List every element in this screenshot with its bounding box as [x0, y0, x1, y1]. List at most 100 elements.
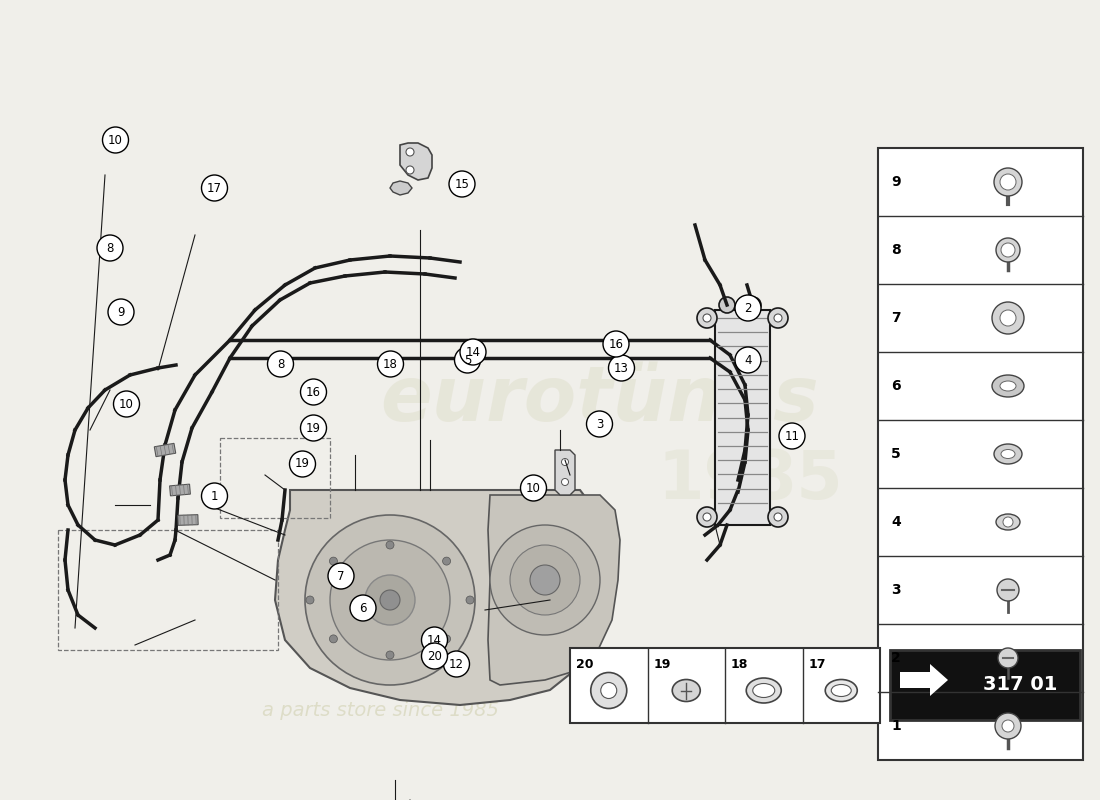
Circle shape	[1000, 174, 1016, 190]
Circle shape	[697, 308, 717, 328]
Text: 16: 16	[306, 386, 321, 398]
Bar	[715, 310, 770, 525]
Circle shape	[561, 458, 569, 466]
Text: 12: 12	[449, 658, 464, 670]
Bar	[178, 514, 198, 526]
Circle shape	[329, 557, 338, 565]
Circle shape	[745, 297, 761, 313]
Circle shape	[454, 347, 481, 373]
Circle shape	[300, 379, 327, 405]
Circle shape	[735, 295, 761, 321]
Text: 14: 14	[465, 346, 481, 358]
Circle shape	[719, 297, 735, 313]
Circle shape	[443, 651, 470, 677]
Circle shape	[201, 175, 228, 201]
Circle shape	[421, 627, 448, 653]
Circle shape	[386, 651, 394, 659]
Text: 8: 8	[277, 358, 284, 370]
Circle shape	[703, 513, 711, 521]
Text: 7: 7	[338, 570, 344, 582]
Text: 4: 4	[745, 354, 751, 366]
Circle shape	[350, 595, 376, 621]
Text: 18: 18	[732, 658, 748, 671]
Text: eurotünes: eurotünes	[381, 363, 820, 437]
Circle shape	[490, 525, 600, 635]
Text: 19: 19	[295, 458, 310, 470]
Text: 11: 11	[784, 430, 800, 442]
Circle shape	[442, 635, 451, 643]
Circle shape	[329, 635, 338, 643]
Text: 6: 6	[360, 602, 366, 614]
Text: 10: 10	[108, 134, 123, 146]
Circle shape	[1001, 243, 1015, 257]
Ellipse shape	[825, 679, 857, 702]
Text: 4: 4	[891, 515, 901, 529]
Circle shape	[520, 475, 547, 501]
Text: 317 01: 317 01	[982, 675, 1057, 694]
Ellipse shape	[1000, 381, 1016, 391]
Ellipse shape	[746, 678, 781, 703]
Circle shape	[774, 314, 782, 322]
Circle shape	[386, 541, 394, 549]
Circle shape	[586, 411, 613, 437]
Text: 5: 5	[891, 447, 901, 461]
Circle shape	[992, 302, 1024, 334]
Bar	[58, 530, 278, 650]
Circle shape	[328, 563, 354, 589]
Circle shape	[601, 682, 617, 698]
Circle shape	[561, 478, 569, 486]
Circle shape	[768, 507, 788, 527]
Circle shape	[1002, 720, 1014, 732]
Circle shape	[102, 127, 129, 153]
Circle shape	[306, 596, 313, 604]
Polygon shape	[400, 143, 432, 180]
Circle shape	[406, 148, 414, 156]
Circle shape	[289, 451, 316, 477]
Circle shape	[997, 579, 1019, 601]
Circle shape	[1000, 310, 1016, 326]
Polygon shape	[390, 181, 412, 195]
Text: 17: 17	[808, 658, 826, 671]
Circle shape	[201, 483, 228, 509]
Text: 19: 19	[306, 422, 321, 434]
Text: 18: 18	[383, 358, 398, 370]
Bar	[890, 650, 1080, 720]
Polygon shape	[275, 490, 605, 705]
Circle shape	[449, 171, 475, 197]
Text: 5: 5	[464, 354, 471, 366]
Polygon shape	[900, 664, 948, 696]
Circle shape	[1003, 517, 1013, 527]
Polygon shape	[556, 450, 575, 495]
Text: 9: 9	[891, 175, 901, 189]
Text: 1: 1	[211, 490, 218, 502]
Ellipse shape	[832, 685, 851, 697]
Circle shape	[365, 575, 415, 625]
Circle shape	[442, 557, 451, 565]
Circle shape	[510, 545, 580, 615]
Circle shape	[768, 308, 788, 328]
Ellipse shape	[672, 679, 701, 702]
Circle shape	[697, 507, 717, 527]
Bar	[154, 443, 176, 457]
Text: a parts store since 1985: a parts store since 1985	[262, 701, 498, 719]
Text: 10: 10	[526, 482, 541, 494]
Circle shape	[591, 673, 627, 709]
Circle shape	[774, 513, 782, 521]
Circle shape	[97, 235, 123, 261]
Circle shape	[305, 515, 475, 685]
Circle shape	[113, 391, 140, 417]
Text: 2: 2	[891, 651, 901, 665]
Polygon shape	[488, 495, 620, 685]
Bar	[220, 438, 330, 518]
Bar	[169, 484, 190, 496]
Text: 10: 10	[119, 398, 134, 410]
Text: 1985: 1985	[657, 447, 843, 513]
Text: 20: 20	[427, 650, 442, 662]
Circle shape	[735, 347, 761, 373]
Circle shape	[330, 540, 450, 660]
Circle shape	[994, 168, 1022, 196]
Circle shape	[406, 166, 414, 174]
Circle shape	[377, 351, 404, 377]
Ellipse shape	[992, 375, 1024, 397]
Text: 20: 20	[576, 658, 594, 671]
